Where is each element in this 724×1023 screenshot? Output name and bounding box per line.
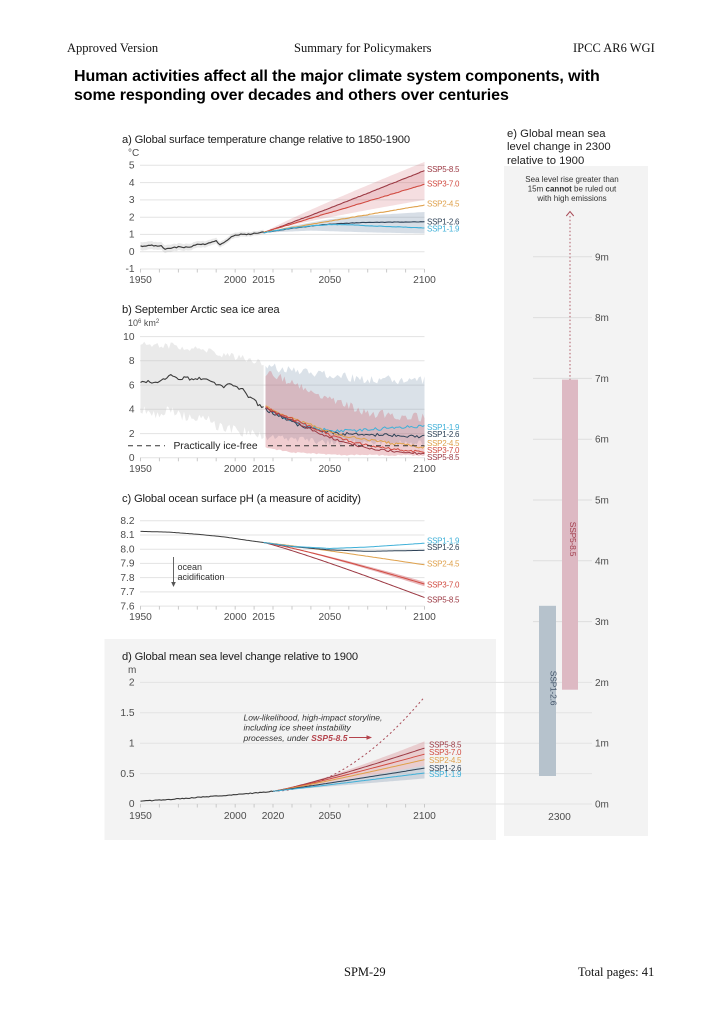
- svg-text:ocean: ocean: [178, 562, 203, 572]
- svg-text:SSP1-2.6: SSP1-2.6: [427, 218, 460, 227]
- svg-text:-1: -1: [125, 264, 134, 275]
- svg-text:Low-likelihood, high-impact st: Low-likelihood, high-impact storyline,: [244, 712, 383, 722]
- svg-text:0: 0: [129, 247, 135, 258]
- svg-text:acidification: acidification: [178, 572, 225, 582]
- svg-text:2000: 2000: [224, 464, 247, 475]
- svg-text:including ice sheet instabilit: including ice sheet instability: [244, 723, 352, 733]
- svg-text:2050: 2050: [318, 612, 341, 623]
- svg-text:0m: 0m: [595, 800, 609, 811]
- svg-text:2000: 2000: [224, 612, 247, 623]
- svg-text:1950: 1950: [129, 275, 152, 286]
- svg-text:15m cannot be ruled out: 15m cannot be ruled out: [528, 185, 617, 194]
- svg-text:2100: 2100: [413, 275, 436, 286]
- svg-text:2100: 2100: [413, 464, 436, 475]
- svg-text:7m: 7m: [595, 374, 609, 385]
- svg-text:3: 3: [129, 195, 135, 206]
- svg-text:SSP2-4.5: SSP2-4.5: [427, 560, 460, 569]
- svg-text:2020: 2020: [262, 811, 285, 822]
- svg-text:1m: 1m: [595, 739, 609, 750]
- svg-text:0: 0: [129, 453, 135, 464]
- svg-text:SSP3-7.0: SSP3-7.0: [427, 180, 460, 189]
- svg-text:5m: 5m: [595, 496, 609, 507]
- svg-text:with high emissions: with high emissions: [536, 194, 606, 203]
- svg-text:0.5: 0.5: [120, 769, 134, 780]
- svg-text:8m: 8m: [595, 313, 609, 324]
- svg-text:2100: 2100: [413, 811, 436, 822]
- svg-text:1: 1: [129, 230, 135, 241]
- svg-text:8.2: 8.2: [120, 516, 134, 527]
- svg-text:2100: 2100: [413, 612, 436, 623]
- svg-text:SSP1-2.6: SSP1-2.6: [429, 764, 462, 773]
- svg-text:2050: 2050: [318, 811, 341, 822]
- svg-text:Practically ice-free: Practically ice-free: [173, 441, 257, 452]
- svg-text:SSP2-4.5: SSP2-4.5: [427, 200, 460, 209]
- svg-text:processes, under SSP5-8.5: processes, under SSP5-8.5: [243, 733, 348, 743]
- svg-text:SSP5-8.5: SSP5-8.5: [427, 165, 460, 174]
- svg-text:2m: 2m: [595, 678, 609, 689]
- svg-text:SSP5-8.5: SSP5-8.5: [568, 522, 578, 557]
- svg-text:SSP3-7.0: SSP3-7.0: [429, 748, 462, 757]
- svg-text:7.8: 7.8: [120, 573, 134, 584]
- svg-text:2015: 2015: [252, 275, 275, 286]
- svg-text:7.9: 7.9: [120, 559, 134, 570]
- svg-text:SSP1-2.6: SSP1-2.6: [427, 430, 460, 439]
- svg-text:6m: 6m: [595, 435, 609, 446]
- svg-text:2015: 2015: [252, 464, 275, 475]
- svg-text:3m: 3m: [595, 617, 609, 628]
- svg-text:0: 0: [129, 799, 135, 810]
- svg-text:a) Global surface temperature: a) Global surface temperature change rel…: [122, 134, 410, 146]
- svg-text:1950: 1950: [129, 811, 152, 822]
- svg-text:SSP5-8.5: SSP5-8.5: [427, 595, 460, 604]
- svg-text:m: m: [128, 665, 136, 676]
- svg-text:SSP1-2.6: SSP1-2.6: [549, 671, 559, 706]
- svg-text:SSP1-1.9: SSP1-1.9: [427, 537, 460, 546]
- svg-text:2: 2: [129, 212, 135, 223]
- svg-text:2015: 2015: [252, 612, 275, 623]
- svg-text:6: 6: [129, 380, 135, 391]
- svg-text:2: 2: [129, 678, 135, 689]
- svg-text:SSP5-8.5: SSP5-8.5: [427, 453, 460, 462]
- svg-text:SSP2-4.5: SSP2-4.5: [427, 439, 460, 448]
- svg-text:1: 1: [129, 738, 135, 749]
- svg-text:d) Global mean sea level chang: d) Global mean sea level change relative…: [122, 651, 358, 663]
- svg-text:SSP1-1.9: SSP1-1.9: [427, 423, 460, 432]
- svg-text:SSP2-4.5: SSP2-4.5: [429, 756, 462, 765]
- svg-text:c) Global ocean surface pH (a: c) Global ocean surface pH (a measure of…: [122, 493, 361, 505]
- svg-text:2300: 2300: [548, 812, 571, 823]
- svg-text:5: 5: [129, 161, 135, 172]
- svg-text:8.1: 8.1: [120, 530, 134, 541]
- svg-text:7.7: 7.7: [120, 587, 134, 598]
- svg-text:9m: 9m: [595, 252, 609, 263]
- svg-text:4: 4: [129, 405, 135, 416]
- svg-text:SSP1-2.6: SSP1-2.6: [427, 543, 460, 552]
- svg-text:8.0: 8.0: [120, 544, 134, 555]
- svg-text:1950: 1950: [129, 612, 152, 623]
- svg-text:4: 4: [129, 178, 135, 189]
- svg-text:106 km2: 106 km2: [128, 318, 160, 328]
- svg-text:SSP3-7.0: SSP3-7.0: [427, 446, 460, 455]
- svg-text:SSP1-1.9: SSP1-1.9: [429, 770, 462, 779]
- svg-text:2050: 2050: [318, 464, 341, 475]
- svg-text:b) September Arctic sea ice ar: b) September Arctic sea ice area: [122, 304, 280, 316]
- svg-text:1950: 1950: [129, 464, 152, 475]
- svg-text:SSP5-8.5: SSP5-8.5: [429, 740, 462, 749]
- svg-text:Sea level rise greater than: Sea level rise greater than: [525, 175, 618, 184]
- svg-text:1.5: 1.5: [120, 708, 134, 719]
- svg-text:8: 8: [129, 356, 135, 367]
- svg-text:2000: 2000: [224, 811, 247, 822]
- svg-text:°C: °C: [128, 148, 139, 159]
- svg-text:2050: 2050: [318, 275, 341, 286]
- svg-text:SSP1-1.9: SSP1-1.9: [427, 225, 460, 234]
- svg-text:7.6: 7.6: [120, 601, 134, 612]
- svg-text:10: 10: [123, 332, 135, 343]
- svg-text:2000: 2000: [224, 275, 247, 286]
- svg-text:SSP3-7.0: SSP3-7.0: [427, 581, 460, 590]
- svg-text:2: 2: [129, 429, 135, 440]
- svg-text:4m: 4m: [595, 556, 609, 567]
